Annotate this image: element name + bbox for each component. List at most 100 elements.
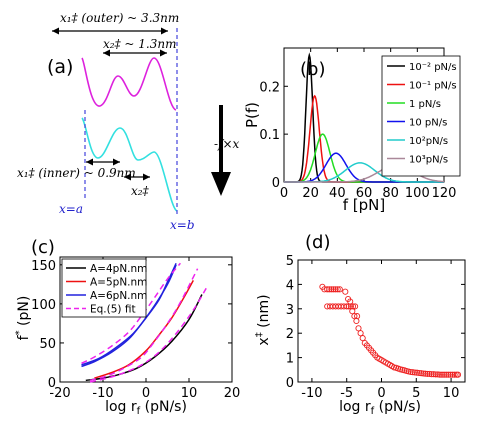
upper-landscape-curve [81, 57, 177, 111]
panel-d-point [420, 370, 427, 377]
panel-d-point [359, 335, 366, 342]
panel-d-point [328, 286, 335, 293]
panel-c-legend-label: A=6pN.nm [90, 290, 147, 302]
panel-c-ylabel: f* (pN) [14, 296, 32, 341]
force-label: -f×x [214, 137, 240, 151]
panel-d-point [428, 371, 435, 378]
panel-d-point [451, 371, 458, 378]
panel-d-xtick-label: 10 [443, 386, 460, 401]
panel-b-xtick-label: 80 [382, 186, 399, 201]
panel-d-point [330, 286, 337, 293]
panel-d-point [332, 286, 339, 293]
panel-d-point [447, 371, 454, 378]
panel-d-xtick-label: -5 [340, 386, 353, 401]
panel-d-point [430, 371, 437, 378]
panel-d-xtick-label: 5 [412, 386, 420, 401]
panel-d-ytick-label: 1 [286, 352, 294, 367]
panel-b-legend: 10⁻² pN/s 10⁻¹ pN/s 1 pN/s 10 pN/s 10²pN/s 10… [381, 55, 461, 177]
panel-c-ytick-label: 50 [39, 337, 56, 352]
panel-b-ylabel: P(f) [243, 102, 261, 128]
panel-d-point [353, 317, 360, 325]
x-equals-b-label: x=b [170, 218, 195, 232]
panel-d-ylabel: x‡ (nm) [254, 294, 272, 345]
panel-d-distance: (d) -10 -5 0 5 10 0 1 2 3 4 5 log rf (pN/s) x‡ (nm… [254, 232, 466, 417]
panel-d-point [355, 325, 362, 332]
panel-c-xtick-label: 20 [224, 386, 241, 401]
panel-d-xtick-label: 0 [377, 386, 385, 401]
panel-b-legend-box [381, 55, 461, 177]
panel-b-legend-label: 10²pN/s [409, 136, 448, 147]
panel-b-xtick-label: 100 [405, 186, 430, 201]
panel-d-point [416, 369, 423, 377]
panel-c-legend-label: A=5pN.nm [90, 277, 147, 289]
inner-distance-arrow [86, 158, 120, 166]
panel-d-point [409, 369, 416, 376]
panel-c-series-3-curve-2 [89, 287, 207, 383]
panel-d-point [436, 371, 443, 378]
force-arrow [211, 105, 231, 196]
panel-d-points [319, 283, 462, 378]
panel-c-xtick-label: 10 [181, 386, 198, 401]
panel-b-xlabel: f [pN] [343, 196, 386, 214]
panel-d-point [342, 288, 349, 295]
panel-b-legend-label: 10⁻¹ pN/s [409, 81, 457, 92]
panel-b-ytick-label: 0.2 [259, 80, 280, 95]
panel-d-point [347, 298, 354, 305]
x2-inner-arrow [124, 173, 150, 181]
panel-d-point [336, 286, 343, 293]
panel-c-label: (c) [31, 237, 55, 258]
panel-c-xlabel: log rf (pN/s) [105, 399, 187, 417]
panel-b-legend-label: 10⁻² pN/s [409, 62, 457, 73]
panel-d-ytick-label: 2 [286, 327, 294, 342]
panel-d-point [424, 370, 431, 377]
panel-d-point [343, 303, 350, 310]
panel-d-point [443, 371, 450, 378]
panel-d-point [454, 371, 462, 378]
panel-d-point [432, 371, 439, 378]
panel-d-point [422, 370, 429, 377]
panel-d-point [438, 371, 446, 378]
panel-c-series-0-curve-0 [85, 294, 203, 382]
panel-c-series-3-curve-0 [81, 262, 181, 364]
panel-b-xtick-label: 20 [302, 186, 319, 201]
panel-d-point [441, 371, 448, 378]
panel-c-force: (c) -20 -10 0 10 20 0 50 100 150 log rf (pN/s) f… [14, 237, 240, 417]
panel-d-point [418, 370, 425, 377]
panel-c-legend: A=4pN.nm A=5pN.nmA=6pN.nm Eq.(5) fit [61, 258, 147, 318]
inner-distance-label: x₁‡ (inner) ~ 0.9nm [17, 166, 136, 180]
panel-d-point [326, 286, 333, 293]
panel-d-axes: -10 -5 0 5 10 0 1 2 3 4 5 [286, 254, 465, 401]
panel-d-point [357, 330, 364, 337]
panel-d-point [445, 371, 452, 378]
panel-c-legend-label: A=4pN.nm [90, 263, 147, 275]
x2-inner-label: x₂‡ [131, 184, 150, 198]
outer-distance-arrow [52, 27, 168, 35]
panel-c-series-2-curve-1 [81, 262, 177, 366]
panel-d-point [324, 286, 331, 293]
panel-b-legend-label: 10³pN/s [409, 155, 448, 166]
panel-c-xtick-label: -20 [49, 386, 70, 401]
panel-c-ytick-label: 0 [48, 376, 56, 391]
panel-d-ytick-label: 5 [286, 254, 294, 269]
panel-c-legend-label: Eq.(5) fit [90, 304, 136, 316]
panel-b-xtick-label: 120 [432, 186, 457, 201]
panel-d-xlabel: log rf (pN/s) [339, 399, 421, 417]
panel-d-point [349, 308, 356, 315]
panel-d-xtick-label: -10 [301, 386, 322, 401]
panel-b-curves [284, 52, 444, 183]
panel-c-ytick-label: 150 [31, 259, 56, 274]
panel-a-label: (a) [47, 56, 73, 78]
panel-a-landscape: (a) x₁‡ (outer) ~ 3.3nm x₂‡ ~ 1.3nm x₁‡ … [17, 11, 240, 232]
panel-b-ytick-label: 0.1 [259, 128, 280, 143]
panel-d-label: (d) [305, 232, 330, 253]
panel-d-ytick-label: 4 [286, 278, 294, 293]
panel-c-xtick-label: 0 [142, 386, 150, 401]
lower-landscape-curve [81, 117, 178, 212]
panel-b-xtick-label: 40 [329, 186, 346, 201]
panel-c-axes: -20 -10 0 10 20 0 50 100 150 [31, 257, 240, 401]
panel-d-ytick-label: 0 [286, 376, 294, 391]
panel-b-label: (b) [300, 59, 325, 80]
panel-b-ytick-label: 0 [272, 176, 280, 191]
panel-c-xtick-label: -10 [92, 386, 113, 401]
